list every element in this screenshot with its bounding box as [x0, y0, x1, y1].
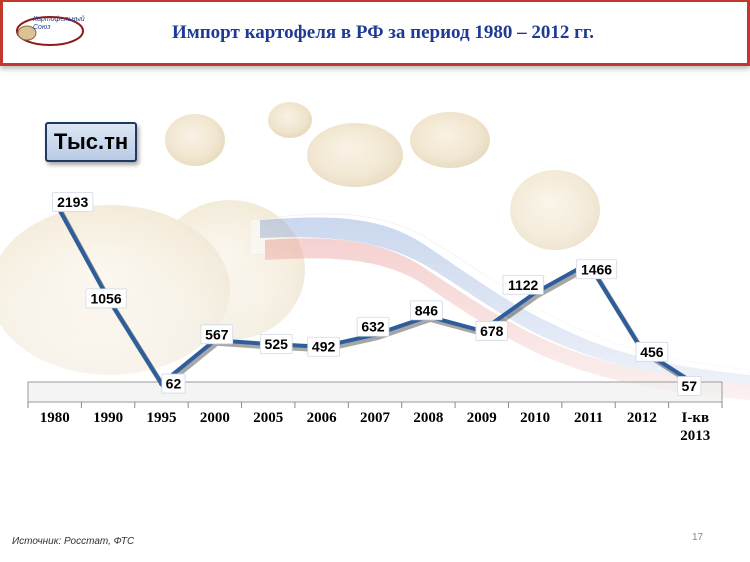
x-tick-label: 2009 — [467, 410, 497, 426]
data-label-text: 57 — [682, 378, 698, 394]
data-label-text: 567 — [205, 326, 229, 342]
data-label-box — [161, 373, 186, 394]
data-label: 1122 — [502, 274, 544, 295]
data-label-box — [410, 300, 443, 321]
page-number: 17 — [692, 532, 704, 543]
x-tick-label: I-кв 2013 — [680, 410, 710, 444]
data-label-text: 1122 — [508, 277, 539, 293]
x-tick-label: 2010 — [520, 410, 550, 426]
x-tick-label: 1990 — [93, 410, 123, 426]
x-tick-label: 2007 — [360, 410, 391, 426]
data-label-box — [356, 316, 390, 337]
data-label-box — [502, 274, 544, 295]
x-tick-label: 2000 — [200, 410, 230, 426]
data-label: 632 — [356, 316, 390, 337]
data-label: 57 — [677, 376, 702, 396]
data-label-text: 62 — [166, 376, 182, 392]
source-note: Источник: Росстат, ФТС — [12, 536, 135, 547]
data-label: 525 — [259, 334, 293, 354]
data-labels: 2193 1056 62 567 525 492 632 846 678 1122 1466 456 5… — [52, 192, 702, 396]
data-label-text: 456 — [640, 344, 664, 360]
header-bar: Картофельный Союз Импорт картофеля в РФ … — [0, 0, 750, 66]
x-tick-labels: 1980 1990 1995 2000 2005 2006 2007 2008 2009 2010… — [40, 410, 711, 444]
data-label-text: 678 — [480, 323, 504, 339]
data-label: 2193 — [52, 192, 94, 212]
data-label-box — [85, 288, 127, 309]
data-label-text: 525 — [265, 336, 289, 352]
x-tick-label: 2008 — [413, 410, 443, 426]
data-label-text: 2193 — [57, 194, 88, 210]
data-label-text: 846 — [415, 302, 439, 318]
series-line-path — [52, 200, 697, 386]
data-label: 492 — [307, 336, 340, 357]
logo-text: Картофельный Союз — [33, 16, 85, 31]
data-label-box — [575, 259, 618, 280]
data-label-text: 1056 — [90, 290, 121, 306]
x-tick-label: 2012 — [627, 410, 657, 426]
data-label: 456 — [635, 341, 669, 362]
data-label-box — [200, 324, 234, 345]
series-line-shadow — [54, 202, 699, 390]
data-label-box — [635, 341, 669, 362]
logo — [16, 16, 84, 46]
data-label-box — [475, 320, 509, 341]
x-tick-label: 2005 — [253, 410, 283, 426]
data-label: 62 — [161, 373, 186, 394]
x-tick-label: 2006 — [307, 410, 338, 426]
data-label-box — [307, 336, 340, 357]
data-label: 678 — [475, 320, 509, 341]
data-label-text: 492 — [312, 339, 336, 355]
data-label-text: 632 — [361, 319, 385, 335]
data-label-box — [259, 334, 293, 354]
x-axis — [27, 381, 723, 408]
series-line — [52, 198, 699, 390]
unit-label-box: Тыс.тн — [45, 122, 137, 162]
data-label-box — [677, 376, 702, 396]
data-label: 846 — [410, 300, 443, 321]
x-tick-label: 1980 — [40, 410, 70, 426]
page-title: Импорт картофеля в РФ за период 1980 – 2… — [172, 22, 594, 43]
data-label-box — [52, 192, 94, 212]
data-label: 1056 — [85, 288, 127, 309]
data-label: 567 — [200, 324, 234, 345]
data-label: 1466 — [575, 259, 618, 280]
x-tick-label: 1995 — [146, 410, 176, 426]
x-axis-band — [27, 381, 723, 403]
x-tick-label: 2011 — [574, 410, 603, 426]
data-label-text: 1466 — [581, 261, 612, 277]
